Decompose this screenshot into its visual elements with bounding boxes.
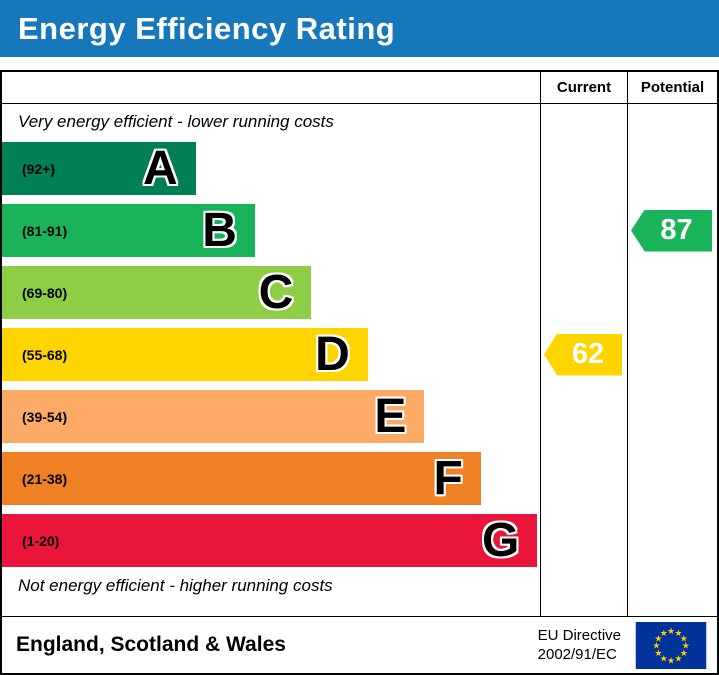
band-range: (55-68) — [22, 346, 68, 363]
svg-text:★: ★ — [674, 627, 682, 637]
band-letter: A — [143, 142, 178, 195]
band-range: (92+) — [22, 160, 56, 177]
chart-header-spacer — [2, 72, 540, 103]
band-range: (21-38) — [22, 470, 68, 487]
band-range: (1-20) — [22, 532, 60, 549]
svg-text:★: ★ — [674, 653, 682, 663]
band-bar-a: (92+) A — [2, 142, 196, 195]
chart-header-row: Current Potential — [2, 72, 717, 104]
band-letter: C — [258, 266, 294, 319]
band-row-e: (39-54) E — [2, 390, 540, 443]
current-column-header: Current — [540, 72, 627, 103]
band-bar-g: (1-20) G — [2, 514, 538, 567]
band-row-c: (69-80) C — [2, 266, 540, 319]
band-bar-e: (39-54) E — [2, 390, 425, 443]
svg-text:★: ★ — [660, 653, 668, 663]
band-bar-b: (81-91) B — [2, 204, 255, 257]
bottom-note: Not energy efficient - higher running co… — [18, 576, 333, 595]
svg-text:★: ★ — [654, 647, 662, 657]
page-title: Energy Efficiency Rating — [18, 10, 396, 46]
potential-column-header: Potential — [627, 72, 717, 103]
band-letter: F — [433, 452, 463, 505]
band-bar-d: (55-68) D — [2, 328, 368, 381]
band-row-d: (55-68) D — [2, 328, 540, 381]
region-label: England, Scotland & Wales — [16, 633, 286, 656]
svg-text:★: ★ — [652, 640, 660, 650]
band-range: (69-80) — [22, 284, 68, 301]
eu-flag-bg — [635, 621, 707, 669]
eu-directive-label: EU Directive 2002/91/EC — [538, 626, 621, 665]
band-letter: E — [374, 390, 407, 443]
band-range: (81-91) — [22, 222, 68, 239]
top-note: Very energy efficient - lower running co… — [18, 112, 334, 131]
chart-body: Very energy efficient - lower running co… — [2, 104, 717, 616]
band-row-b: (81-91) B — [2, 204, 540, 257]
band-range: (39-54) — [22, 408, 68, 425]
band-letter: B — [202, 204, 237, 257]
band-row-a: (92+) A — [2, 142, 540, 195]
footer: England, Scotland & Wales EU Directive 2… — [2, 616, 717, 673]
svg-text:★: ★ — [660, 627, 668, 637]
eu-flag-stars: ★ ★★★★★★★★★★★ — [652, 625, 689, 664]
svg-text:★: ★ — [654, 633, 662, 643]
band-letter: D — [315, 328, 350, 381]
eu-directive-line2: 2002/91/EC — [537, 646, 617, 663]
current-rating-value: 62 — [571, 338, 605, 370]
band-bar-f: (21-38) F — [2, 452, 481, 505]
svg-text:★: ★ — [682, 640, 690, 650]
potential-rating-pointer: 87 — [631, 209, 712, 252]
svg-text:★: ★ — [680, 647, 688, 657]
eu-directive-line1: EU Directive — [537, 626, 621, 644]
potential-rating-value: 87 — [660, 214, 693, 246]
potential-column: 87 — [627, 104, 717, 616]
page-title-bar: Energy Efficiency Rating — [0, 0, 719, 57]
rating-scale: Very energy efficient - lower running co… — [2, 104, 540, 616]
band-bar-c: (69-80) C — [2, 266, 312, 319]
svg-text:★: ★ — [667, 625, 675, 635]
epc-chart: Current Potential Very energy efficient … — [0, 70, 719, 675]
eu-flag-icon: ★ ★★★★★★★★★★★ — [635, 621, 707, 669]
current-rating-pointer: 62 — [544, 333, 622, 376]
svg-text:★: ★ — [680, 633, 688, 643]
band-row-f: (21-38) F — [2, 452, 540, 505]
band-letter: G — [481, 514, 520, 567]
current-column: 62 — [540, 104, 627, 616]
svg-text:★: ★ — [667, 655, 675, 665]
band-row-g: (1-20) G — [2, 514, 540, 567]
